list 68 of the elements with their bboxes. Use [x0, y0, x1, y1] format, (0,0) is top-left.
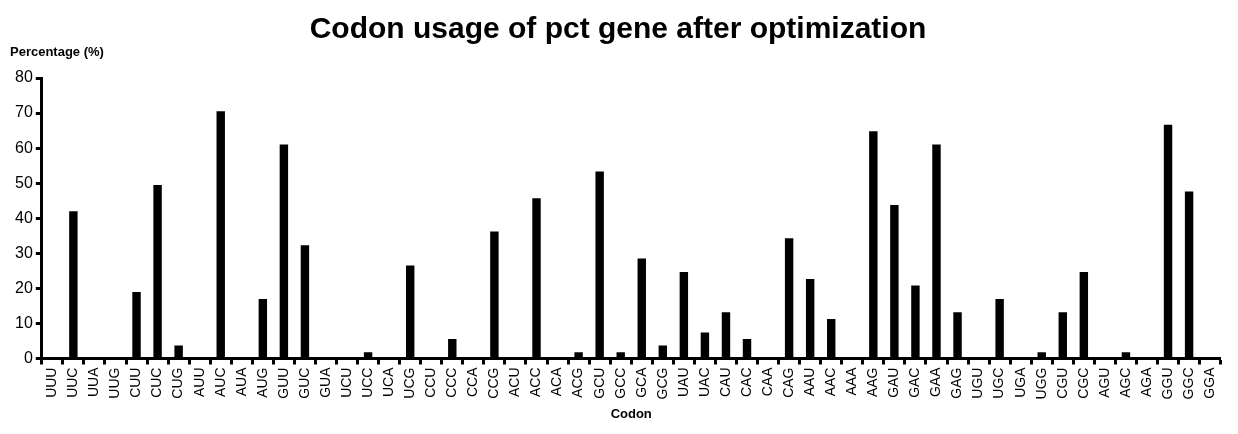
x-tick-label: UGG — [1032, 367, 1049, 400]
x-tick-label: GCA — [632, 366, 649, 398]
x-tick-label: GAA — [927, 366, 944, 398]
x-tick-label: AAC — [822, 367, 839, 397]
x-tick-label: GCC — [611, 367, 628, 399]
x-axis-title: Codon — [610, 405, 652, 421]
x-tick-label: AUA — [232, 366, 249, 397]
x-tick-label: GGC — [1179, 367, 1196, 400]
x-tick-label: ACU — [506, 367, 523, 398]
x-tick-label: UGC — [990, 367, 1007, 399]
x-tick-label: UAU — [674, 367, 691, 398]
x-tick-label: CCG — [485, 367, 502, 399]
x-tick-label: GAC — [906, 367, 923, 398]
x-tick-label: AUC — [211, 367, 228, 398]
x-tick-label: CAC — [737, 367, 754, 398]
x-tick-label: AGC — [1116, 367, 1133, 398]
x-tick-label: AUG — [253, 367, 270, 398]
x-tick-label: GUU — [274, 367, 291, 399]
y-axis-title: Percentage (%) — [10, 43, 104, 59]
x-tick-label: CUC — [148, 367, 165, 398]
y-tick-label: 50 — [15, 173, 33, 191]
y-tick-label: 60 — [15, 138, 33, 156]
x-tick-label: UGU — [969, 367, 986, 399]
x-tick-label: AAU — [801, 367, 818, 397]
y-tick-label: 30 — [15, 243, 33, 261]
x-tick-label: AAG — [864, 367, 881, 398]
x-tick-label: ACA — [548, 366, 565, 397]
x-tick-label: CCA — [464, 366, 481, 398]
x-tick-label: ACC — [527, 367, 544, 398]
y-tick-label: 20 — [15, 278, 33, 296]
x-tick-label: GUA — [316, 366, 333, 398]
y-tick-label: 40 — [15, 208, 33, 226]
x-tick-label: ACG — [569, 367, 586, 398]
x-tick-label: GCG — [653, 367, 670, 400]
x-tick-label: CGC — [1074, 367, 1091, 399]
x-tick-label: AGA — [1137, 366, 1154, 398]
x-tick-label: CCC — [443, 367, 460, 398]
y-tick-label: 70 — [15, 103, 33, 121]
x-tick-label: UCA — [380, 366, 396, 398]
x-tick-label: GAU — [885, 367, 902, 398]
chart-title: Codon usage of pct gene after optimization — [309, 11, 927, 45]
x-tick-label: GGU — [1158, 367, 1175, 400]
x-tick-label: UGA — [1011, 366, 1028, 398]
x-tick-label: AAA — [843, 366, 860, 396]
x-tick-label: AGU — [1095, 367, 1112, 398]
x-tick-label: CAU — [716, 367, 733, 398]
x-tick-label: UCG — [401, 367, 418, 399]
x-tick-label: UAC — [695, 367, 712, 398]
x-tick-label: UCC — [358, 367, 375, 398]
y-tick-label: 10 — [15, 313, 33, 331]
x-tick-label: GCU — [590, 367, 607, 399]
x-tick-label: CUG — [169, 367, 186, 399]
x-tick-label: CCU — [422, 367, 439, 398]
x-tick-label: UUU — [43, 367, 60, 398]
x-tick-label: GAG — [948, 367, 965, 399]
x-tick-label: UUC — [64, 367, 81, 398]
y-tick-label: 0 — [23, 348, 33, 366]
x-tick-label: GGA — [1201, 366, 1218, 399]
x-tick-label: CAA — [758, 366, 775, 397]
x-tick-label: UUG — [106, 367, 123, 399]
x-tick-label: UCU — [337, 367, 354, 398]
x-tick-label: CUU — [127, 367, 144, 398]
x-tick-label: CAG — [779, 367, 796, 398]
x-tick-label: CGU — [1053, 367, 1070, 399]
x-tick-label: UUA — [85, 366, 102, 398]
y-tick-label: 80 — [15, 68, 33, 86]
x-tick-label: GUC — [295, 367, 312, 399]
x-tick-label: AUU — [190, 367, 207, 398]
